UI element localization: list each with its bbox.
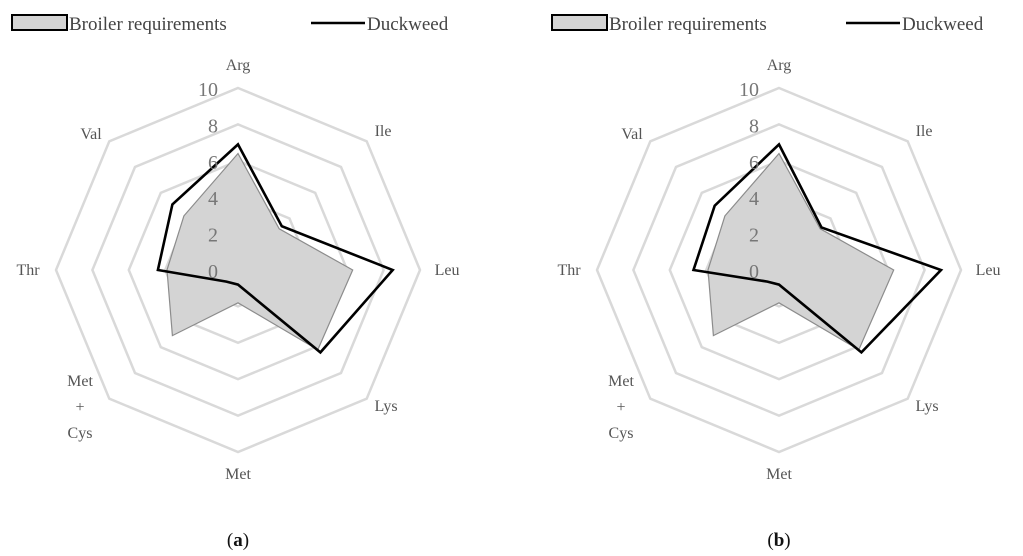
tick-label: 10: [198, 79, 218, 101]
series-broiler-requirements: [707, 152, 895, 351]
axis-label: Leu: [976, 262, 1001, 279]
tick-label: 2: [208, 225, 218, 247]
radar-grid: [595, 86, 963, 454]
axis-label: Met: [225, 466, 251, 483]
radial-ticks: 0 2 4 6 8 10: [739, 79, 759, 283]
chart-panel-a: Broiler requirements Duckweed 0 2 4 6 8 10 Arg Il…: [11, 14, 459, 551]
grid-ring: [54, 86, 422, 454]
axis-label: Val: [80, 126, 102, 143]
axis-label: Leu: [435, 262, 460, 279]
tick-label: 10: [739, 79, 759, 101]
legend: Broiler requirements Duckweed: [551, 14, 984, 35]
series-duckweed: [691, 142, 944, 355]
tick-label: 4: [208, 188, 218, 210]
legend-label-broiler: Broiler requirements: [69, 14, 227, 35]
legend-label-broiler: Broiler requirements: [609, 14, 767, 35]
axis-label: Ile: [916, 123, 933, 140]
legend-label-duckweed: Duckweed: [367, 14, 449, 35]
axis-label: Ile: [375, 123, 392, 140]
grid-ring: [127, 159, 349, 381]
axis-label: Arg: [226, 57, 251, 74]
axis-label: Met: [766, 466, 792, 483]
chart-panel-b: Broiler requirements Duckweed 0 2 4 6 8 10 Arg Il…: [540, 0, 1023, 556]
legend: Broiler requirements Duckweed: [11, 14, 449, 35]
tick-label: 2: [749, 225, 759, 247]
series-broiler-requirements: [166, 152, 354, 351]
tick-label: 6: [208, 152, 218, 174]
grid-ring: [668, 159, 890, 381]
radar-grid: [54, 86, 422, 454]
grid-ring: [91, 123, 385, 417]
tick-label: 8: [749, 115, 759, 137]
axis-label: Met + Cys: [608, 373, 634, 442]
axis-label: Thr: [557, 262, 581, 279]
axis-label: Met + Cys: [67, 373, 93, 442]
tick-label: 0: [749, 261, 759, 283]
axis-labels: Arg Ile Leu Lys Met Met + Cys Thr Val: [16, 57, 459, 483]
legend-swatch-broiler: [11, 14, 68, 31]
axis-label: Lys: [374, 398, 397, 415]
axis-labels: Arg Ile Leu Lys Met Met + Cys Thr Val: [557, 57, 1000, 483]
tick-label: 6: [749, 152, 759, 174]
tick-label: 4: [749, 188, 759, 210]
axis-label: Thr: [16, 262, 40, 279]
panel-caption: (b): [767, 530, 790, 551]
panel-caption: (a): [227, 530, 249, 551]
radar-chart-b: Broiler requirements Duckweed 0 2 4 6 8 10 Arg Il…: [551, 14, 1000, 551]
legend-swatch-broiler: [551, 14, 608, 31]
legend-label-duckweed: Duckweed: [902, 14, 984, 35]
tick-label: 8: [208, 115, 218, 137]
axis-label: Arg: [767, 57, 792, 74]
tick-label: 0: [208, 261, 218, 283]
series-duckweed: [156, 142, 395, 355]
axis-label: Val: [621, 126, 643, 143]
radial-ticks: 0 2 4 6 8 10: [198, 79, 218, 283]
radar-chart-a: Broiler requirements Duckweed 0 2 4 6 8 10 Arg Il…: [11, 14, 459, 551]
grid-ring: [632, 123, 926, 417]
axis-label: Lys: [915, 398, 938, 415]
grid-ring: [595, 86, 963, 454]
